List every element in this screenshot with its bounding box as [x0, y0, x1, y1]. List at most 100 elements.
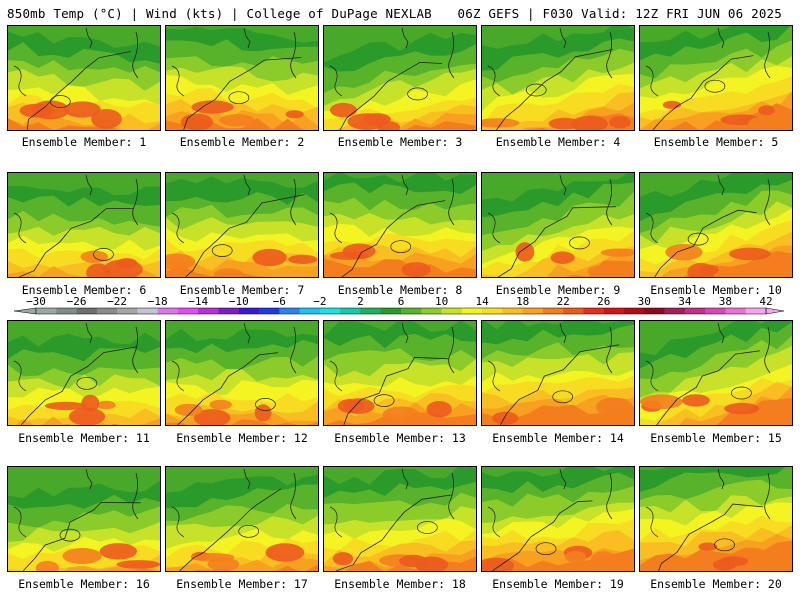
ensemble-member-label: Ensemble Member: 4 [495, 135, 621, 149]
colorbar-tick-label: −18 [148, 296, 168, 308]
colorbar-tick-label: 18 [516, 296, 529, 308]
ensemble-map-panel [7, 320, 161, 426]
colorbar-swatch [380, 308, 402, 314]
colorbar-tick-label: 26 [597, 296, 610, 308]
colorbar-swatch [745, 308, 767, 314]
ensemble-map-panel [323, 25, 477, 131]
colorbar-swatch [482, 308, 503, 314]
ensemble-map-panel [7, 466, 161, 572]
ensemble-member-label: Ensemble Member: 17 [176, 577, 308, 591]
ensemble-map-panel [481, 320, 635, 426]
colorbar-swatch [177, 308, 199, 314]
colorbar-tick-label: 6 [398, 296, 405, 308]
ensemble-member-label: Ensemble Member: 20 [650, 577, 782, 591]
colorbar-swatch [340, 308, 361, 314]
ensemble-map-panel [639, 466, 793, 572]
colorbar-swatch [238, 308, 260, 314]
colorbar-tick-label: 38 [719, 296, 732, 308]
colorbar-swatch [624, 308, 645, 314]
colorbar-swatch [705, 308, 726, 314]
colorbar-tick-label: −2 [313, 296, 326, 308]
colorbar-swatch [36, 308, 57, 314]
colorbar-swatch [441, 308, 463, 314]
colorbar-tick-label: −22 [107, 296, 127, 308]
ensemble-member-label: Ensemble Member: 15 [650, 431, 782, 445]
colorbar-swatch [461, 308, 483, 314]
ensemble-member-label: Ensemble Member: 13 [334, 431, 466, 445]
colorbar-swatch [218, 308, 240, 314]
colorbar-swatch [117, 308, 138, 314]
ensemble-member-label: Ensemble Member: 10 [650, 283, 782, 297]
ensemble-map-panel [481, 466, 635, 572]
colorbar-swatch [644, 308, 665, 314]
ensemble-member-label: Ensemble Member: 18 [334, 577, 466, 591]
ensemble-map-panel [7, 25, 161, 131]
colorbar-swatch [96, 308, 118, 314]
colorbar-swatch [56, 308, 77, 314]
colorbar-max-arrow [765, 307, 784, 315]
ensemble-map-panel [165, 466, 319, 572]
ensemble-member-label: Ensemble Member: 2 [179, 135, 305, 149]
colorbar-tick-label: −26 [67, 296, 87, 308]
colorbar-swatch [421, 308, 442, 314]
colorbar-swatch [583, 308, 605, 314]
colorbar-swatch [157, 308, 179, 314]
ensemble-map-panel [481, 172, 635, 278]
colorbar-tick-label: 10 [435, 296, 448, 308]
colorbar-min-arrow [14, 307, 37, 315]
colorbar-swatch [401, 308, 422, 314]
ensemble-member-label: Ensemble Member: 16 [18, 577, 150, 591]
colorbar-swatch [603, 308, 625, 314]
ensemble-member-label: Ensemble Member: 1 [21, 135, 147, 149]
colorbar-swatch [319, 308, 341, 314]
ensemble-map-panel [165, 25, 319, 131]
colorbar-tick-label: 42 [759, 296, 772, 308]
colorbar-tick-label: 34 [678, 296, 692, 308]
ensemble-map-panel [639, 172, 793, 278]
ensemble-map-panel [639, 25, 793, 131]
colorbar-swatch [137, 308, 158, 314]
ensemble-member-label: Ensemble Member: 7 [179, 283, 305, 297]
temperature-colorbar: −30 −26 −22 −18 −14 −10 −6 −2 2 6 10 14 18 22 26 30 34 38… [14, 296, 784, 315]
ensemble-map-panel [323, 172, 477, 278]
colorbar-tick-label: −30 [26, 296, 46, 308]
colorbar-swatch [522, 308, 544, 314]
ensemble-map-panel [165, 172, 319, 278]
colorbar-tick-label: 30 [638, 296, 651, 308]
colorbar-tick-label: −6 [273, 296, 286, 308]
ensemble-member-label: Ensemble Member: 8 [337, 283, 463, 297]
colorbar-tick-label: 2 [357, 296, 364, 308]
ensemble-member-label: Ensemble Member: 3 [337, 135, 463, 149]
colorbar-swatch [76, 308, 98, 314]
ensemble-member-label: Ensemble Member: 12 [176, 431, 308, 445]
colorbar-tick-label: −10 [229, 296, 249, 308]
colorbar-swatch [198, 308, 219, 314]
header-run-info: 06Z GEFS | F030 Valid: 12Z FRI JUN 06 20… [457, 6, 782, 21]
colorbar-swatch [684, 308, 706, 314]
ensemble-member-label: Ensemble Member: 5 [653, 135, 779, 149]
colorbar-swatch [502, 308, 523, 314]
ensemble-member-label: Ensemble Member: 11 [18, 431, 150, 445]
ensemble-map-panel [323, 466, 477, 572]
colorbar-swatch [664, 308, 686, 314]
colorbar-swatch [299, 308, 321, 314]
ensemble-map-panel [639, 320, 793, 426]
ensemble-map-panel [165, 320, 319, 426]
colorbar-tick-label: 14 [475, 296, 489, 308]
colorbar-swatch [542, 308, 564, 314]
colorbar-border [35, 307, 767, 315]
ensemble-member-label: Ensemble Member: 6 [21, 283, 147, 297]
colorbar-swatch [360, 308, 382, 314]
ensemble-map-panel [323, 320, 477, 426]
colorbar-swatch [279, 308, 300, 314]
colorbar-tick-label: 22 [557, 296, 570, 308]
ensemble-map-panel [7, 172, 161, 278]
header-title: 850mb Temp (°C) | Wind (kts) | College o… [7, 6, 432, 21]
colorbar-swatch [725, 308, 747, 314]
ensemble-member-label: Ensemble Member: 14 [492, 431, 624, 445]
colorbar-swatch [563, 308, 584, 314]
colorbar-swatch [259, 308, 280, 314]
ensemble-member-label: Ensemble Member: 9 [495, 283, 621, 297]
colorbar-tick-label: −14 [188, 296, 208, 308]
ensemble-member-label: Ensemble Member: 19 [492, 577, 624, 591]
